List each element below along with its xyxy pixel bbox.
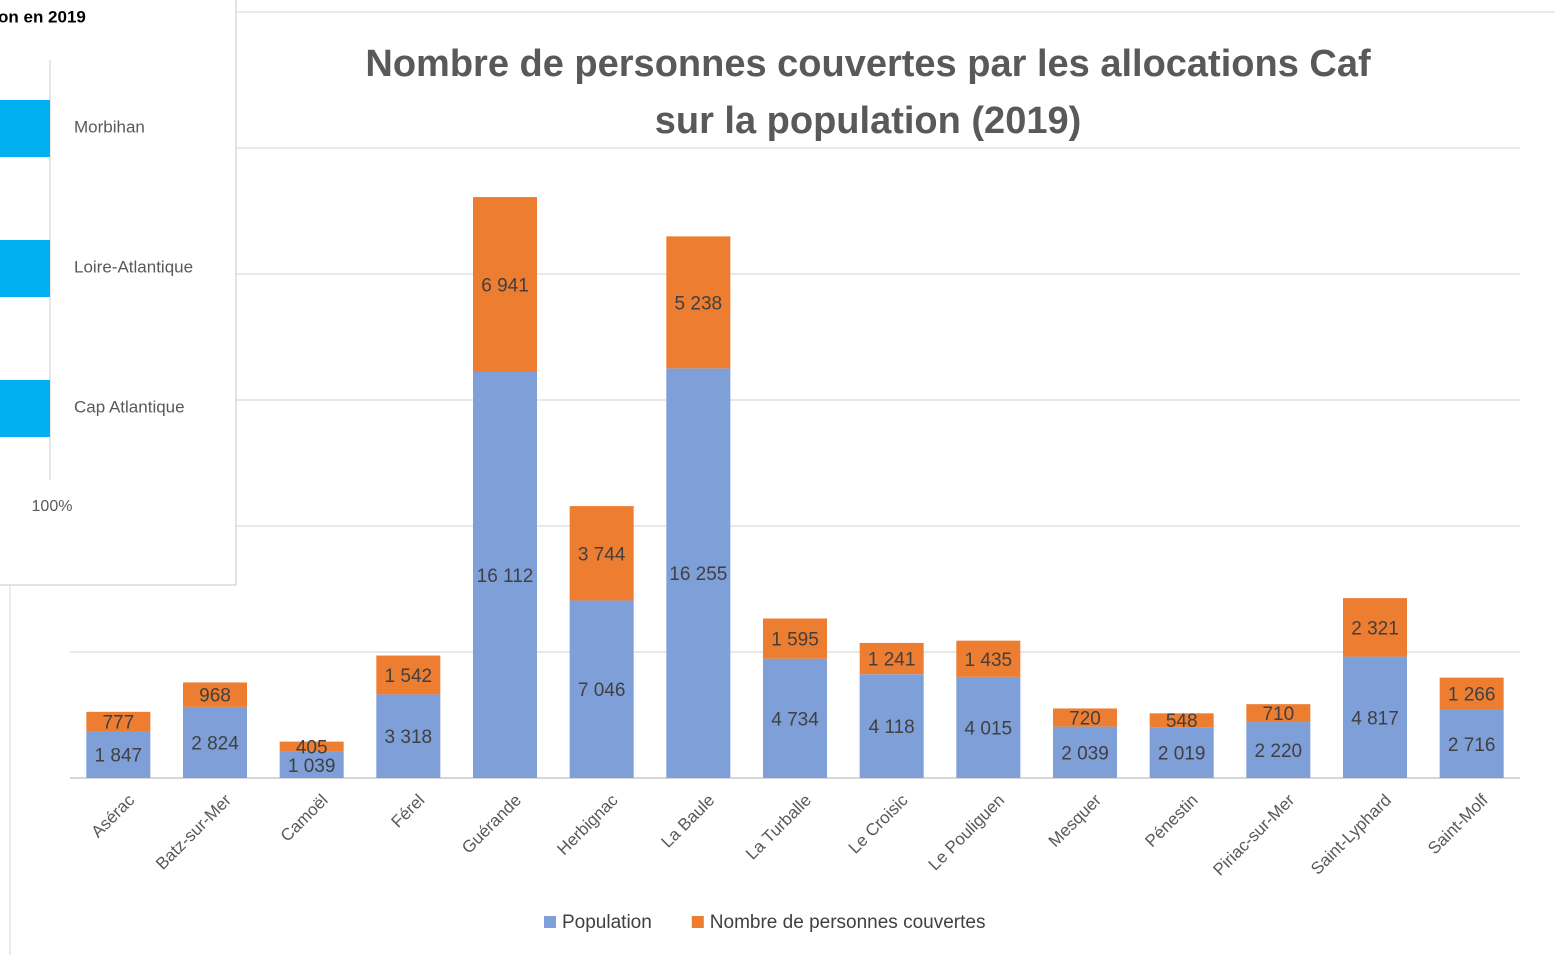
bar-segment — [473, 197, 537, 372]
bar-segment — [1343, 656, 1407, 778]
bar-segment — [1246, 704, 1311, 723]
data-label: 2 019 — [1158, 744, 1206, 765]
x-tick-label: 100% — [32, 498, 73, 515]
bar-segment — [1439, 709, 1504, 778]
bar-segment — [763, 618, 827, 659]
data-label: 777 — [102, 713, 134, 734]
data-label: 1 847 — [95, 746, 143, 767]
back-chart: on en 2019 Morbihan Loire-Atlantique Cap At… — [0, 7, 193, 515]
data-label: 3 744 — [578, 544, 626, 565]
data-label: 720 — [1069, 709, 1101, 730]
bar-segment — [376, 655, 441, 695]
bar-segment — [1149, 727, 1214, 778]
legend-swatch — [691, 916, 704, 928]
data-label: 2 716 — [1448, 735, 1496, 756]
bar-segment — [569, 506, 634, 601]
main-chart-frame — [9, 11, 1555, 955]
bar-segment — [86, 731, 151, 778]
bar-segment — [86, 711, 151, 732]
y-tick-label: Loire-Atlantique — [74, 257, 193, 276]
chart-title: sur la population (2019) — [655, 100, 1082, 142]
bar-segment — [763, 658, 827, 778]
bar-segment — [473, 371, 537, 778]
bar — [0, 240, 50, 297]
bar-segment — [859, 642, 924, 675]
bar-segment — [1246, 722, 1311, 778]
legend-label: Nombre de personnes couvertes — [710, 912, 986, 933]
legend-swatch — [544, 916, 556, 928]
bar-segment — [1343, 598, 1407, 657]
data-label: 968 — [199, 686, 231, 707]
chart-title: Nombre de personnes couvertes par les al… — [365, 43, 1371, 85]
bar — [0, 380, 50, 437]
data-label: 5 238 — [675, 293, 723, 314]
data-label: 2 321 — [1351, 618, 1399, 639]
data-label: 4 817 — [1351, 708, 1399, 729]
data-label: 405 — [296, 738, 328, 759]
data-label: 1 595 — [771, 630, 819, 651]
bar-segment — [569, 600, 634, 778]
bar-segment — [1149, 713, 1214, 728]
bar-segment — [183, 706, 247, 778]
bar-segment — [376, 694, 441, 778]
data-label: 548 — [1166, 711, 1198, 732]
data-label: 1 039 — [288, 756, 336, 777]
data-label: 16 255 — [669, 564, 727, 585]
data-label: 710 — [1262, 704, 1294, 725]
data-label: 4 734 — [771, 709, 819, 730]
bar-segment — [956, 640, 1021, 677]
data-label: 3 318 — [385, 727, 433, 748]
data-label: 1 241 — [868, 650, 916, 671]
bar-segment — [666, 236, 731, 369]
data-label: 1 435 — [965, 650, 1013, 671]
bar-segment — [1053, 726, 1117, 778]
bar — [0, 100, 50, 157]
data-label: 6 941 — [481, 276, 529, 297]
bar-segment — [279, 741, 344, 752]
bar-segment — [666, 368, 731, 778]
data-label: 2 220 — [1255, 741, 1303, 762]
legend-label: Population — [562, 912, 652, 933]
y-tick-label: Cap Atlantique — [74, 397, 185, 416]
data-label: 4 015 — [965, 718, 1013, 739]
data-label: 1 542 — [385, 666, 433, 687]
bar-segment — [859, 674, 924, 778]
data-label: 7 046 — [578, 680, 626, 701]
bar-segment — [279, 751, 344, 778]
bar-segment — [956, 676, 1021, 778]
bar-segment — [1053, 708, 1117, 727]
bar-segment — [1439, 677, 1504, 710]
data-label: 2 039 — [1061, 743, 1109, 764]
data-label: 1 266 — [1448, 685, 1496, 706]
bar-segment — [183, 682, 247, 707]
data-label: 4 118 — [869, 717, 915, 738]
y-tick-label: Morbihan — [74, 117, 145, 136]
data-label: 16 112 — [477, 566, 534, 587]
chart-title: on en 2019 — [0, 7, 86, 26]
data-label: 2 824 — [191, 733, 239, 754]
